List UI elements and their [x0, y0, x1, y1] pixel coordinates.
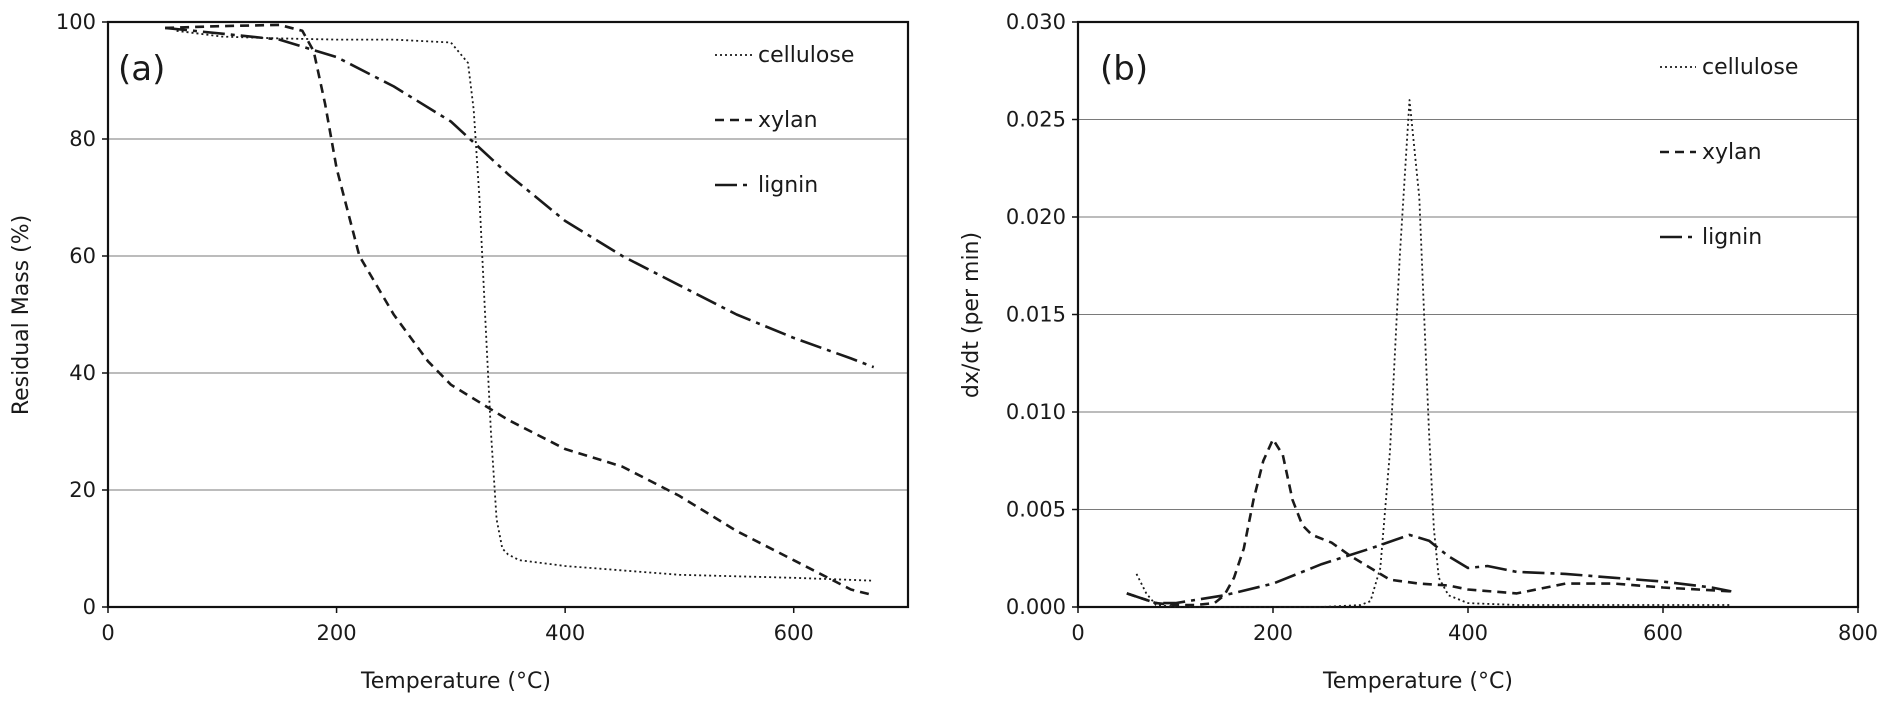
- legend-label-cellulose: cellulose: [758, 43, 854, 68]
- y-tick-label: 0.020: [1006, 205, 1066, 229]
- legend-label-xylan: xylan: [758, 108, 818, 133]
- series-line-lignin: [1126, 533, 1732, 605]
- x-tick-label: 200: [317, 621, 357, 645]
- y-axis-title: Residual Mass (%): [9, 215, 34, 415]
- x-axis-title: Temperature (°C): [360, 669, 551, 694]
- x-axis-title: Temperature (°C): [1322, 669, 1513, 694]
- y-axis-title: dx/dt (per min): [959, 232, 984, 398]
- y-tick-label: 0.025: [1006, 108, 1066, 132]
- legend-label-lignin: lignin: [758, 173, 818, 198]
- x-tick-label: 0: [1071, 621, 1084, 645]
- series-line-xylan: [1126, 438, 1732, 607]
- legend-label-cellulose: cellulose: [1702, 55, 1798, 80]
- series-line-cellulose: [1135, 99, 1732, 608]
- panel-a-residual-mass-chart: 0 20 40 60 80 100 0 200 400 600 Residual Mass (%) T…: [9, 10, 910, 694]
- x-tick-label: 0: [101, 621, 114, 645]
- series-line-xylan: [165, 23, 875, 597]
- panel-label: (a): [118, 49, 165, 89]
- panel-label: (b): [1100, 49, 1148, 89]
- legend-label-lignin: lignin: [1702, 225, 1762, 250]
- y-tick-label: 0.005: [1006, 498, 1066, 522]
- y-tick-label: 20: [69, 478, 96, 502]
- x-tick-label: 600: [1643, 621, 1683, 645]
- y-tick-label: 60: [69, 244, 96, 268]
- x-tick-label: 800: [1838, 621, 1878, 645]
- y-tick-label: 80: [69, 127, 96, 151]
- y-tick-label: 40: [69, 361, 96, 385]
- series-line-lignin: [164, 26, 875, 369]
- y-tick-label: 0: [83, 595, 96, 619]
- x-tick-label: 400: [545, 621, 585, 645]
- panel-b-derivative-chart: 0.000 0.005 0.010 0.015 0.020 0.025 0.030 0 200 4…: [959, 10, 1878, 694]
- y-tick-label: 100: [56, 10, 96, 34]
- y-tick-label: 0.000: [1006, 595, 1066, 619]
- legend-label-xylan: xylan: [1702, 140, 1762, 165]
- x-tick-label: 400: [1448, 621, 1488, 645]
- y-tick-label: 0.030: [1006, 10, 1066, 34]
- y-tick-label: 0.010: [1006, 400, 1066, 424]
- plot-frame: [106, 20, 910, 609]
- x-tick-label: 600: [774, 621, 814, 645]
- x-tick-label: 200: [1253, 621, 1293, 645]
- y-tick-label: 0.015: [1006, 303, 1066, 327]
